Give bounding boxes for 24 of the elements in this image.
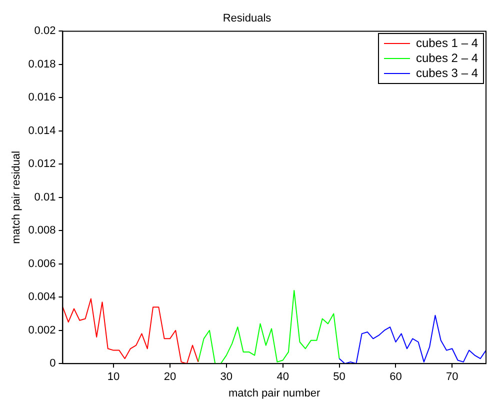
x-tick-label: 30 <box>220 371 233 384</box>
x-tick-label: 50 <box>333 371 346 384</box>
y-tick-label: 0.016 <box>28 92 56 104</box>
y-tick-label: 0.002 <box>28 324 56 336</box>
y-tick-label: 0.018 <box>28 58 56 70</box>
x-tick-label: 20 <box>164 371 176 384</box>
y-tick-label: 0.02 <box>34 25 56 38</box>
y-tick-label: 0.006 <box>28 258 56 270</box>
y-tick-label: 0 <box>50 358 56 370</box>
chart-title: Residuals <box>222 12 272 25</box>
y-axis-title: match pair residual <box>10 150 23 244</box>
y-tick-label: 0.004 <box>28 291 56 304</box>
y-tick-label: 0.014 <box>28 124 56 137</box>
x-tick-label: 70 <box>446 371 458 384</box>
y-tick-label: 0.008 <box>28 224 56 237</box>
y-tick-label: 0.01 <box>34 191 56 204</box>
x-tick-label: 10 <box>107 371 120 384</box>
x-tick-label: 40 <box>276 371 289 384</box>
legend-label: cubes 2 – 4 <box>416 51 478 66</box>
legend-label: cubes 3 – 4 <box>416 66 478 82</box>
legend-label: cubes 1 – 4 <box>416 36 478 52</box>
y-tick-label: 0.012 <box>28 158 56 170</box>
x-axis-title: match pair number <box>228 387 321 400</box>
x-tick-label: 60 <box>390 371 402 384</box>
